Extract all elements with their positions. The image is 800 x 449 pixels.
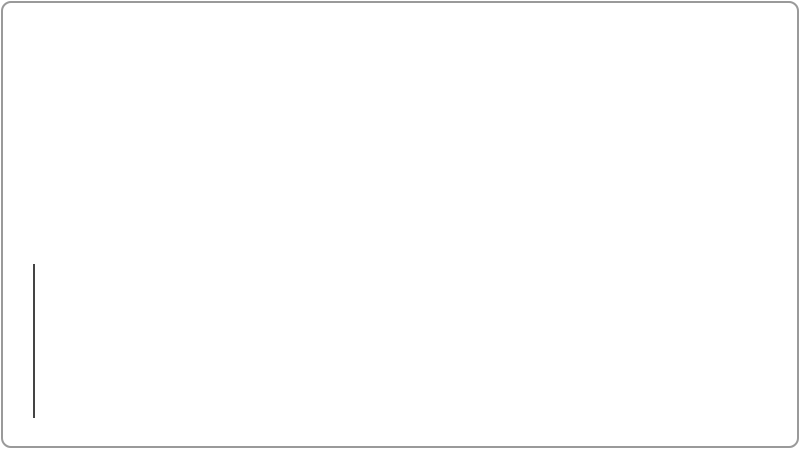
panel-b-legend [556,38,636,53]
panel-d-group-line [33,264,35,418]
panel-a-chart-ccl13 [50,24,190,196]
panel-d-tissue-hc-ccl13 [58,262,144,334]
panel-a-chart-ccl18 [174,24,319,196]
panel-d-tissue-nl-ccl18 [150,338,238,408]
panel-d-colorbar-gradient [113,410,165,421]
panel-b-dotplot [302,24,554,231]
panel-d-tissue-ls-ccl18 [242,328,336,418]
panel-d-tissue-hc-ccl18 [58,336,144,408]
panel-d-colorbar-label [36,407,108,420]
panel-e-violin-ccl13 [348,244,490,404]
panel-c-stacked-bar [634,16,798,190]
panel-d-tissue-nl-ccl13 [150,264,238,334]
panel-e-violin-ccl18 [492,244,634,404]
